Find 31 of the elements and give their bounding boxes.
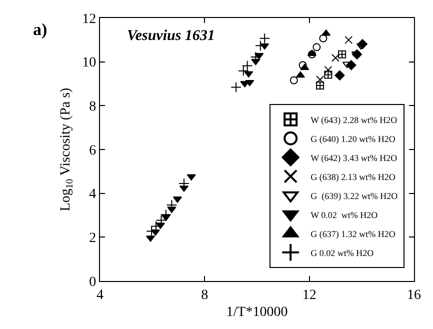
legend-label: G (638) 2.13 wt% H2O <box>310 172 396 182</box>
text: a) <box>33 20 48 39</box>
point <box>242 60 253 72</box>
legend-label: W (642) 3.43 wt% H2O <box>310 152 398 163</box>
y-tick-label: 6 <box>89 143 96 158</box>
y-tick-label: 2 <box>89 231 96 246</box>
point <box>230 82 242 93</box>
legend-label: W (643) 2.28 wt% H2O <box>310 114 398 125</box>
point <box>334 70 345 80</box>
point <box>290 76 298 84</box>
legend-label: G 0.02 wt% H2O <box>310 248 374 258</box>
y-tick-label: 0 <box>89 274 96 290</box>
y-tick-label: 12 <box>82 12 96 27</box>
x-axis-title: 1/T*10000 <box>226 305 288 320</box>
point <box>245 80 254 86</box>
legend-label: G (639) 3.22 wt% H2O <box>310 190 398 201</box>
point <box>238 65 249 76</box>
point <box>296 71 305 78</box>
y-tick-label: 8 <box>89 100 96 115</box>
point <box>312 43 321 52</box>
x-tick-label: 8 <box>201 288 208 303</box>
point <box>259 32 270 44</box>
point <box>338 50 346 58</box>
legend-label: G (640) 1.20 wt% H2O <box>310 134 396 144</box>
legend-label: W 0.02 wt% H2O <box>310 210 378 220</box>
legend-label: G (637) 1.32 wt% H2O <box>310 228 396 239</box>
x-tick-label: 12 <box>302 288 316 303</box>
y-tick-label: 4 <box>89 187 96 202</box>
y-tick-label: 10 <box>82 56 96 71</box>
annotation: Vesuvius 1631 <box>127 28 215 44</box>
x-tick-label: 16 <box>407 288 421 303</box>
